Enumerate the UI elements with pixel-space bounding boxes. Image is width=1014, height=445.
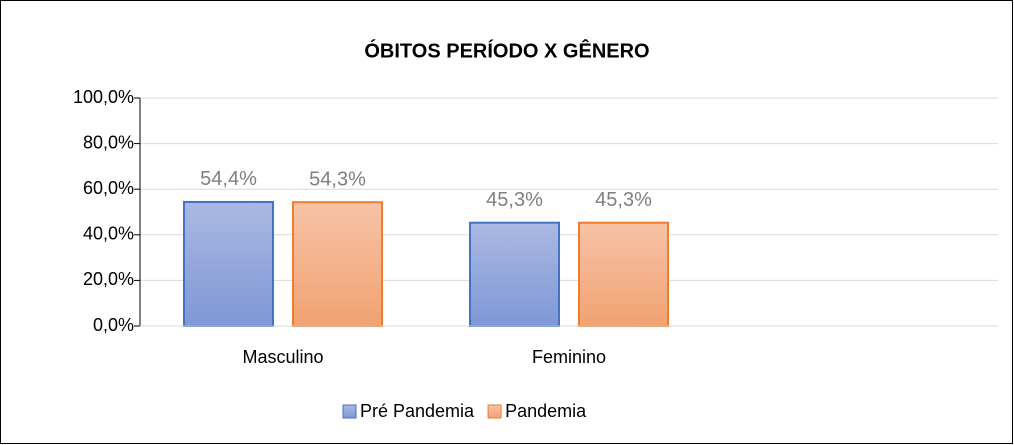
- bar: [292, 201, 383, 327]
- y-tick-label: 20,0%: [83, 269, 134, 289]
- x-tick-label: Masculino: [242, 347, 323, 367]
- y-tick-label: 40,0%: [83, 224, 134, 244]
- data-label: 54,3%: [309, 168, 366, 190]
- y-tick-label: 0,0%: [93, 315, 134, 335]
- legend-swatch: [487, 404, 502, 419]
- legend-label: Pré Pandemia: [360, 401, 475, 421]
- y-tick-label: 80,0%: [83, 132, 134, 152]
- data-label: 45,3%: [595, 189, 652, 211]
- data-label: 54,4%: [200, 168, 257, 190]
- x-tick-label: Feminino: [532, 347, 606, 367]
- legend-swatch: [342, 404, 357, 419]
- chart-title: ÓBITOS PERÍODO X GÊNERO: [364, 38, 649, 62]
- y-tick-label: 60,0%: [83, 178, 134, 198]
- bar: [578, 221, 669, 327]
- bar: [469, 221, 560, 327]
- y-tick-label: 100,0%: [73, 87, 134, 107]
- bar: [183, 200, 274, 327]
- legend-label: Pandemia: [505, 401, 587, 421]
- data-label: 45,3%: [486, 189, 543, 211]
